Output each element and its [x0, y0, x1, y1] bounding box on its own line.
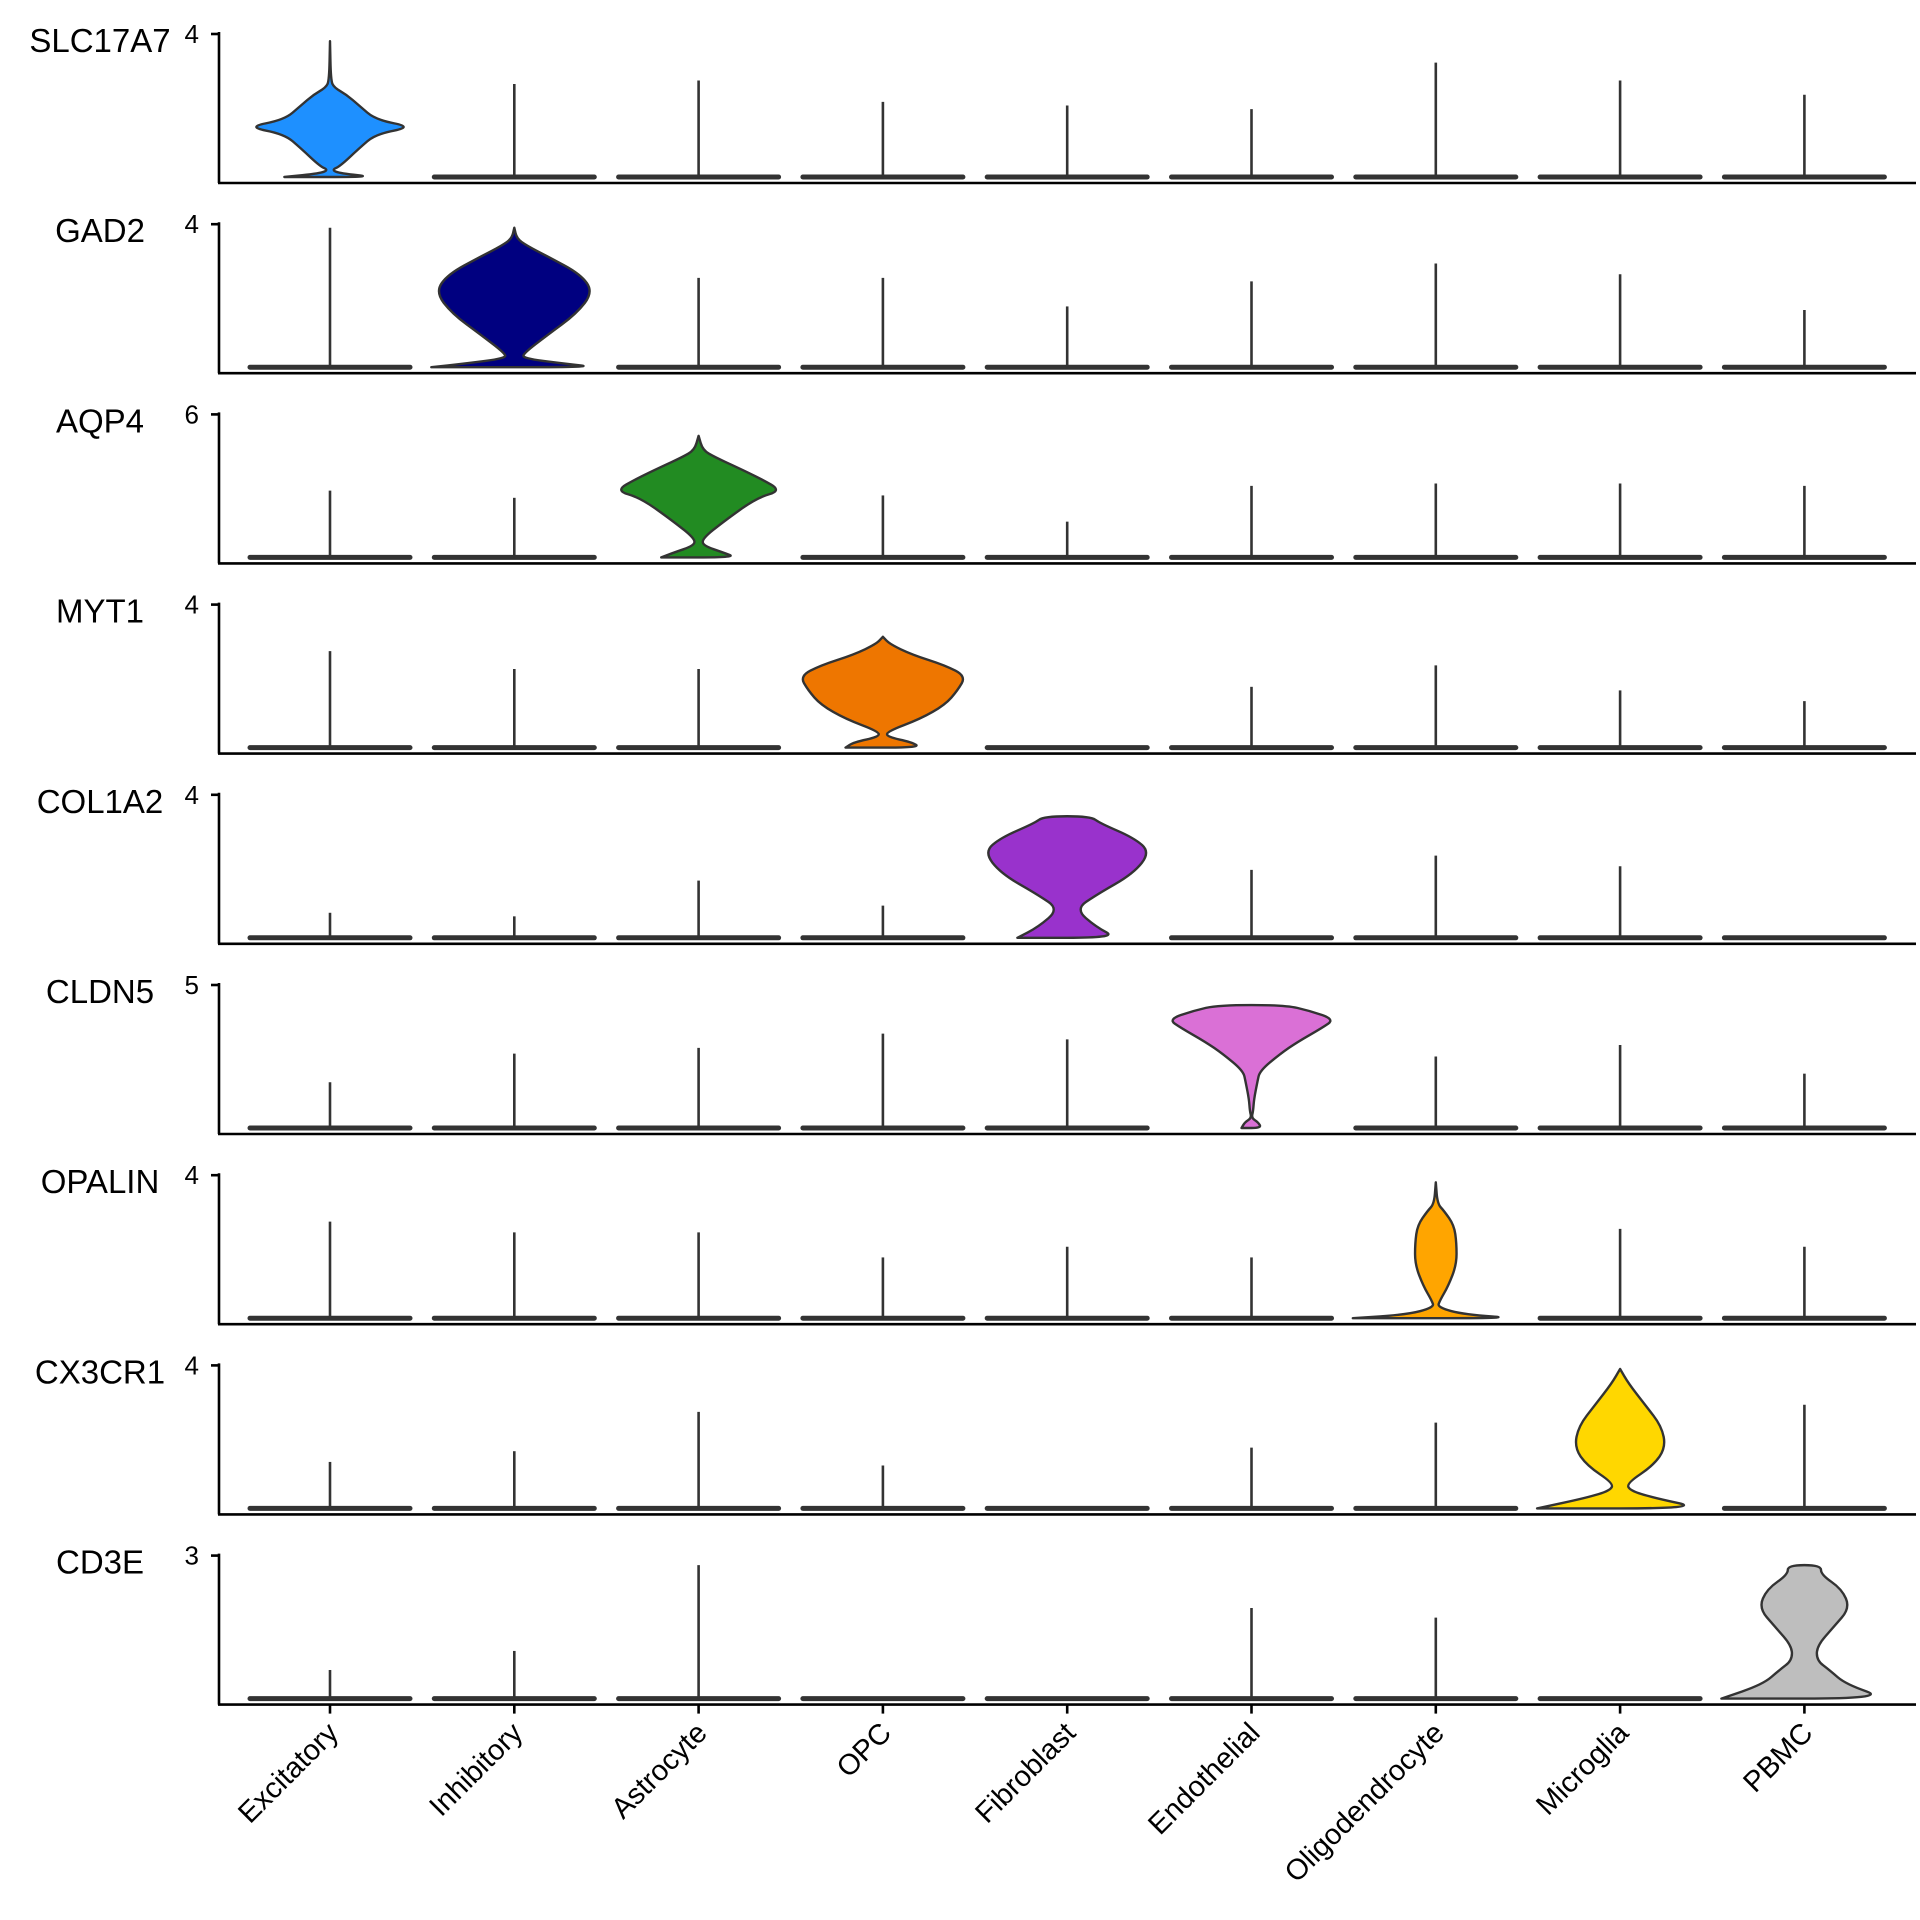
y-tick-label: 4 — [185, 780, 199, 810]
panels-group: SLC17A7 4 GAD2 4 AQP4 6 MYT1 4 COL1A2 4 CLDN5 5 OPAL… — [29, 19, 1916, 1706]
violin-inhibitory — [430, 226, 591, 369]
panel-col1a2: COL1A2 4 — [37, 780, 1916, 946]
violin-fibroblast — [987, 815, 1148, 940]
panel-gad2: GAD2 4 — [55, 209, 1916, 375]
violin-opc — [801, 635, 965, 749]
gene-label: CLDN5 — [46, 973, 154, 1010]
panel-opalin: OPALIN 4 — [41, 1160, 1916, 1326]
gene-label: COL1A2 — [37, 783, 164, 820]
panel-cd3e: CD3E 3 — [56, 1541, 1916, 1706]
violin-pbmc — [1720, 1563, 1873, 1700]
x-tick-label: Excitatory — [232, 1717, 345, 1830]
panel-aqp4: AQP4 6 — [56, 399, 1916, 565]
gene-label: SLC17A7 — [29, 22, 170, 59]
gene-label: CX3CR1 — [35, 1353, 165, 1390]
x-axis: Excitatory Inhibitory Astrocyte OPC Fibrobla… — [232, 1704, 1819, 1889]
gene-label: OPALIN — [41, 1163, 160, 1200]
gene-label: AQP4 — [56, 402, 144, 439]
gene-label: CD3E — [56, 1544, 144, 1581]
x-tick-label: Astrocyte — [605, 1717, 713, 1825]
panel-myt1: MYT1 4 — [56, 590, 1916, 755]
y-tick-label: 4 — [185, 1350, 199, 1380]
x-tick-label: OPC — [831, 1717, 898, 1784]
panel-cx3cr1: CX3CR1 4 — [35, 1350, 1916, 1516]
y-tick-label: 5 — [185, 970, 199, 1000]
violin-astrocyte — [620, 434, 778, 559]
gene-label: MYT1 — [56, 593, 144, 630]
y-tick-label: 4 — [185, 209, 199, 239]
x-tick-label: Fibroblast — [969, 1717, 1082, 1830]
violin-oligodendrocyte — [1351, 1181, 1500, 1320]
x-tick-label: Oligodendrocyte — [1279, 1717, 1451, 1889]
gene-label: GAD2 — [55, 212, 145, 249]
x-tick-label: Inhibitory — [423, 1717, 529, 1823]
y-tick-label: 4 — [185, 590, 199, 620]
y-tick-label: 6 — [185, 399, 199, 429]
violin-endothelial — [1171, 1003, 1332, 1130]
x-tick-label: PBMC — [1737, 1717, 1819, 1799]
x-tick-label: Microglia — [1530, 1716, 1635, 1821]
y-tick-label: 4 — [185, 19, 199, 49]
panel-slc17a7: SLC17A7 4 — [29, 19, 1916, 185]
violin-microglia — [1535, 1367, 1686, 1510]
panel-cldn5: CLDN5 5 — [46, 970, 1916, 1136]
y-tick-label: 3 — [185, 1541, 199, 1571]
y-tick-label: 4 — [185, 1160, 199, 1190]
x-tick-label: Endothelial — [1142, 1717, 1266, 1841]
violin-excitatory — [255, 39, 405, 179]
